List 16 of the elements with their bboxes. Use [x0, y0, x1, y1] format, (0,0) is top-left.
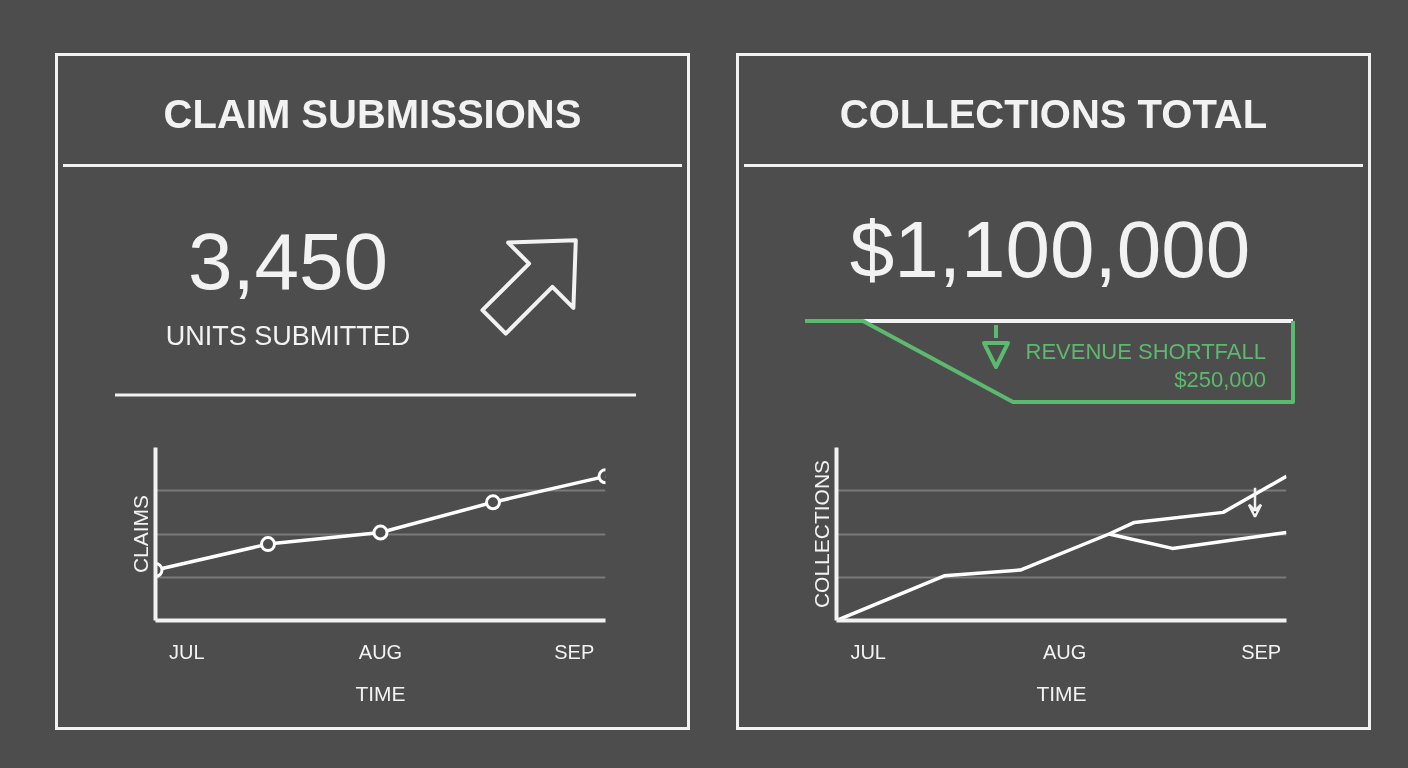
- text: $1,100,000: [849, 204, 1251, 296]
- x-tick-label: AUG: [1043, 640, 1087, 663]
- x-tick-label: JUL: [168, 640, 205, 663]
- x-axis-title: TIME: [1036, 681, 1087, 705]
- x-axis-title: TIME: [355, 681, 406, 705]
- chart-title: COLLECTIONS TOTAL: [839, 91, 1268, 138]
- x-tick-label: SEP: [1241, 640, 1282, 663]
- text: 3,450: [187, 216, 389, 308]
- x-tick-label: JUL: [850, 640, 886, 663]
- text: REVENUE SHORTFALL $250,000: [1025, 337, 1266, 393]
- text: UNITS SUBMITTED: [165, 319, 411, 353]
- x-tick-label: AUG: [358, 640, 403, 663]
- x-tick-label: SEP: [554, 640, 595, 663]
- y-axis-title: COLLECTIONS: [809, 459, 833, 609]
- y-axis-title: CLAIMS: [128, 494, 152, 574]
- chart-title: CLAIM SUBMISSIONS: [163, 91, 582, 138]
